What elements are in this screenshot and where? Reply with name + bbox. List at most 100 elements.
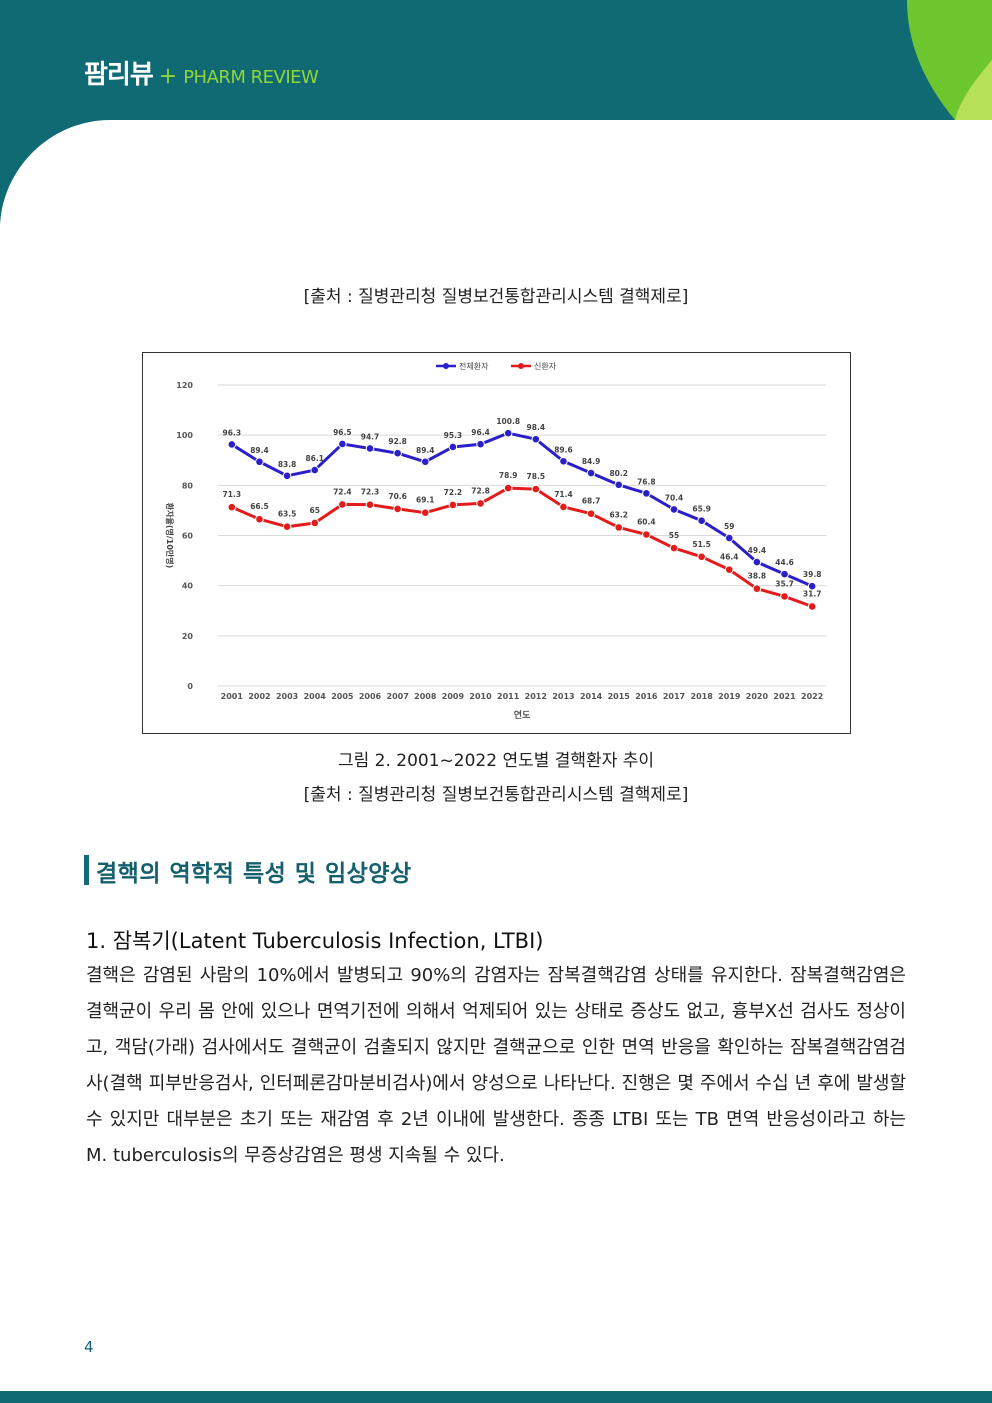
data-point <box>752 584 762 593</box>
y-tick-label: 0 <box>187 682 193 691</box>
data-point <box>338 500 347 509</box>
data-point <box>338 439 347 449</box>
data-point <box>780 592 789 601</box>
x-tick-label: 2012 <box>525 692 547 701</box>
x-tick-label: 2013 <box>552 692 574 701</box>
data-label: 72.8 <box>471 486 490 495</box>
data-label: 95.3 <box>444 431 463 440</box>
data-label: 46.4 <box>720 553 739 562</box>
data-label: 71.4 <box>554 490 573 499</box>
data-point <box>420 508 430 517</box>
data-label: 63.2 <box>609 510 628 519</box>
figure-caption: 그림 2. 2001~2022 연도별 결핵환자 추이 <box>337 751 655 771</box>
data-point <box>559 456 568 466</box>
section-accent-bar <box>84 855 89 885</box>
y-axis-title: 환자율(명/10만명) <box>165 503 175 569</box>
data-label: 39.8 <box>803 570 822 579</box>
x-tick-label: 2019 <box>718 692 741 701</box>
data-point <box>255 514 264 524</box>
data-label: 44.6 <box>775 558 794 567</box>
data-label: 96.5 <box>333 428 352 437</box>
data-label: 65 <box>310 506 320 515</box>
data-point <box>227 440 237 449</box>
data-label: 78.9 <box>499 471 518 480</box>
series-line <box>231 486 813 608</box>
data-label: 89.4 <box>416 446 435 455</box>
data-point <box>476 499 485 508</box>
data-label: 72.3 <box>361 488 380 497</box>
data-point <box>724 565 734 574</box>
data-point <box>642 530 651 539</box>
data-label: 65.9 <box>692 505 711 514</box>
data-label: 100.8 <box>496 417 520 426</box>
data-label: 89.4 <box>250 446 269 455</box>
x-tick-label: 2020 <box>746 692 769 701</box>
data-point <box>697 552 706 562</box>
data-point <box>752 557 762 567</box>
body-paragraph: 결핵은 감염된 사람의 10%에서 발병되고 90%의 감염자는 잠복결핵감염 … <box>86 965 906 1166</box>
data-point <box>255 457 264 467</box>
data-point <box>559 502 568 512</box>
data-point <box>807 581 817 591</box>
data-point <box>697 516 706 526</box>
data-point <box>780 569 789 579</box>
data-point <box>503 483 513 493</box>
data-point <box>227 502 237 512</box>
line-chart: 0 20 40 60 80 100 120 2001 2002 2003 2004 2005 2006 2… <box>142 352 851 734</box>
x-tick-label: 2004 <box>304 692 327 701</box>
data-point <box>614 523 624 532</box>
footer-bar <box>0 1391 992 1403</box>
subsection-heading: 1. 잠복기(Latent Tuberculosis Infection, LT… <box>86 929 544 953</box>
data-point <box>448 442 458 452</box>
data-label: 96.4 <box>471 428 490 437</box>
x-tick-label: 2001 <box>221 692 244 701</box>
data-label: 96.3 <box>223 428 242 437</box>
x-tick-label: 2010 <box>469 692 492 701</box>
data-point <box>365 500 375 509</box>
data-point <box>420 457 430 467</box>
data-point <box>282 471 292 481</box>
data-label: 70.6 <box>388 492 407 501</box>
data-point <box>393 504 402 514</box>
x-tick-label: 2015 <box>608 692 631 701</box>
data-label: 89.6 <box>554 445 573 454</box>
data-label: 51.5 <box>692 540 711 549</box>
legend-swatch-marker <box>518 363 524 369</box>
data-label: 98.4 <box>527 423 546 432</box>
data-point <box>724 533 734 543</box>
x-tick-label: 2022 <box>801 692 823 701</box>
data-point <box>669 543 679 553</box>
data-point <box>531 434 541 444</box>
x-axis-title: 연도 <box>514 710 531 721</box>
data-label: 63.5 <box>278 510 297 519</box>
figure-source: [출처 : 질병관리청 질병보건통합관리시스템 결핵제로] <box>303 785 689 805</box>
data-point <box>310 465 320 475</box>
data-label: 68.7 <box>582 497 601 506</box>
data-label: 72.4 <box>333 487 352 496</box>
data-point <box>642 489 651 498</box>
data-label: 80.2 <box>609 469 628 478</box>
page-header: 팜리뷰 + PHARM REVIEW <box>0 0 992 230</box>
y-tick-label: 120 <box>176 381 193 390</box>
section-title: 결핵의 역학적 특성 및 임상양상 <box>96 861 412 887</box>
data-label: 31.7 <box>803 589 822 598</box>
data-label: 92.8 <box>388 437 407 446</box>
data-point <box>310 518 320 528</box>
data-label: 69.1 <box>416 496 435 505</box>
data-label: 60.4 <box>637 517 656 526</box>
x-tick-label: 2008 <box>414 692 437 701</box>
data-label: 78.5 <box>527 472 546 481</box>
data-point <box>476 439 485 449</box>
data-label: 94.7 <box>361 432 380 441</box>
data-label: 66.5 <box>250 502 269 511</box>
x-tick-label: 2003 <box>276 692 298 701</box>
data-label: 49.4 <box>748 546 767 555</box>
data-label: 35.7 <box>775 579 794 588</box>
data-point <box>448 500 458 510</box>
data-point <box>393 448 402 458</box>
data-point <box>531 484 541 494</box>
data-point <box>586 468 596 478</box>
brand-en: PHARM REVIEW <box>183 67 319 88</box>
header-shape <box>0 0 992 230</box>
data-point <box>586 509 596 518</box>
